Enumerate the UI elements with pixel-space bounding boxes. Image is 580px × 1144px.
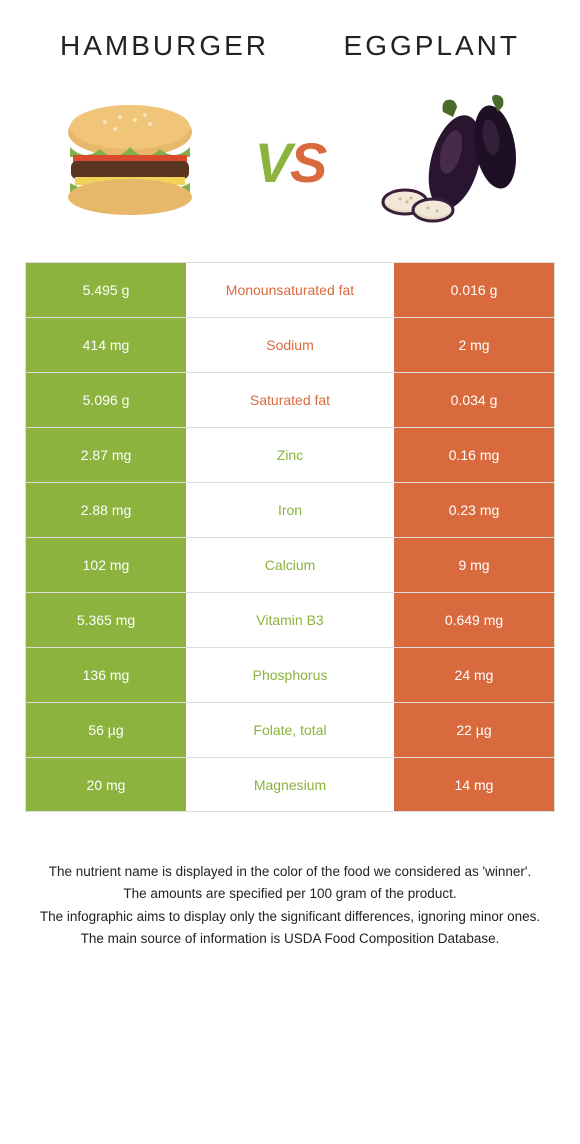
- eggplant-image: [360, 92, 540, 232]
- table-row: 2.87 mgZinc0.16 mg: [25, 427, 555, 482]
- footer-line-2: The amounts are specified per 100 gram o…: [30, 884, 550, 904]
- table-row: 5.495 gMonounsaturated fat0.016 g: [25, 262, 555, 317]
- footer-line-4: The main source of information is USDA F…: [30, 929, 550, 949]
- right-value: 22 µg: [394, 703, 554, 757]
- nutrient-label: Calcium: [186, 538, 394, 592]
- left-value: 5.096 g: [26, 373, 186, 427]
- nutrient-table: 5.495 gMonounsaturated fat0.016 g414 mgS…: [25, 262, 555, 812]
- right-value: 9 mg: [394, 538, 554, 592]
- right-food-title: Eggplant: [344, 30, 520, 62]
- nutrient-label: Saturated fat: [186, 373, 394, 427]
- images-row: VS: [0, 82, 580, 262]
- hamburger-image: [40, 92, 220, 232]
- right-value: 0.016 g: [394, 263, 554, 317]
- header: Hamburger Eggplant: [0, 0, 580, 82]
- table-row: 20 mgMagnesium14 mg: [25, 757, 555, 812]
- nutrient-label: Vitamin B3: [186, 593, 394, 647]
- table-row: 2.88 mgIron0.23 mg: [25, 482, 555, 537]
- table-row: 56 µgFolate, total22 µg: [25, 702, 555, 757]
- nutrient-label: Sodium: [186, 318, 394, 372]
- nutrient-label: Phosphorus: [186, 648, 394, 702]
- left-value: 2.88 mg: [26, 483, 186, 537]
- right-value: 0.16 mg: [394, 428, 554, 482]
- table-row: 5.365 mgVitamin B30.649 mg: [25, 592, 555, 647]
- table-row: 102 mgCalcium9 mg: [25, 537, 555, 592]
- table-row: 414 mgSodium2 mg: [25, 317, 555, 372]
- footer-line-3: The infographic aims to display only the…: [30, 907, 550, 927]
- nutrient-label: Zinc: [186, 428, 394, 482]
- nutrient-label: Monounsaturated fat: [186, 263, 394, 317]
- nutrient-label: Iron: [186, 483, 394, 537]
- vs-text: VS: [255, 130, 326, 195]
- right-value: 2 mg: [394, 318, 554, 372]
- nutrient-label: Magnesium: [186, 758, 394, 811]
- left-value: 5.495 g: [26, 263, 186, 317]
- footer-text: The nutrient name is displayed in the co…: [30, 862, 550, 951]
- left-value: 136 mg: [26, 648, 186, 702]
- right-value: 24 mg: [394, 648, 554, 702]
- left-value: 102 mg: [26, 538, 186, 592]
- nutrient-label: Folate, total: [186, 703, 394, 757]
- left-value: 5.365 mg: [26, 593, 186, 647]
- table-row: 5.096 gSaturated fat0.034 g: [25, 372, 555, 427]
- left-value: 2.87 mg: [26, 428, 186, 482]
- left-value: 56 µg: [26, 703, 186, 757]
- right-value: 0.034 g: [394, 373, 554, 427]
- left-food-title: Hamburger: [60, 30, 269, 62]
- right-value: 14 mg: [394, 758, 554, 811]
- table-row: 136 mgPhosphorus24 mg: [25, 647, 555, 702]
- left-value: 20 mg: [26, 758, 186, 811]
- footer-line-1: The nutrient name is displayed in the co…: [30, 862, 550, 882]
- right-value: 0.649 mg: [394, 593, 554, 647]
- left-value: 414 mg: [26, 318, 186, 372]
- right-value: 0.23 mg: [394, 483, 554, 537]
